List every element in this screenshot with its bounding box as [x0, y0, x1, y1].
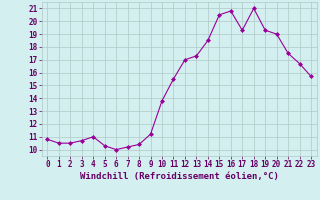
X-axis label: Windchill (Refroidissement éolien,°C): Windchill (Refroidissement éolien,°C): [80, 172, 279, 181]
